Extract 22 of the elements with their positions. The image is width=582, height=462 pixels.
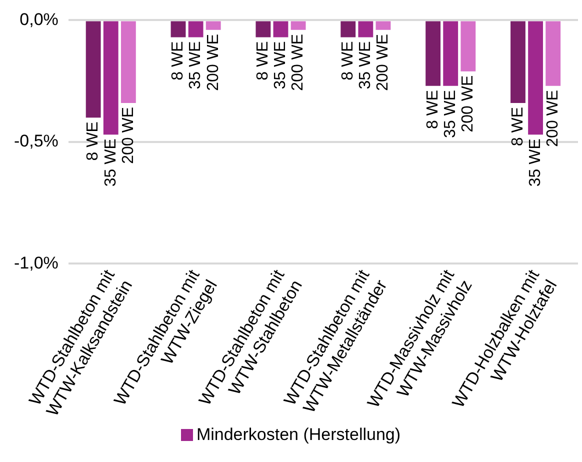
y-tick-label: -0,5% (14, 132, 58, 151)
text: 8 WE (424, 90, 442, 130)
text: 200 WE (120, 106, 137, 164)
legend-title: Minderkosten (Herstellung) (196, 425, 401, 445)
text: 35 WE (357, 41, 374, 90)
text: 200 WE (544, 90, 562, 147)
text: 8 WE (509, 106, 526, 146)
text: 200 WE (460, 75, 477, 132)
text: 35 WE (442, 90, 460, 138)
text: 8 WE (84, 122, 102, 161)
text: 35 WE (272, 41, 290, 90)
text: 35 WE (526, 138, 544, 187)
text: 200 WE (290, 34, 307, 91)
text: 200 WE (374, 34, 392, 91)
text: 200 WE (204, 34, 222, 91)
text: 35 WE (102, 138, 120, 187)
text: 8 WE (254, 41, 272, 80)
text: 35 WE (187, 41, 204, 90)
text: 8 WE (170, 41, 187, 80)
y-tick-label: 0,0% (20, 10, 58, 29)
y-tick-label: -1,0% (14, 253, 58, 272)
text: 8 WE (340, 41, 357, 80)
